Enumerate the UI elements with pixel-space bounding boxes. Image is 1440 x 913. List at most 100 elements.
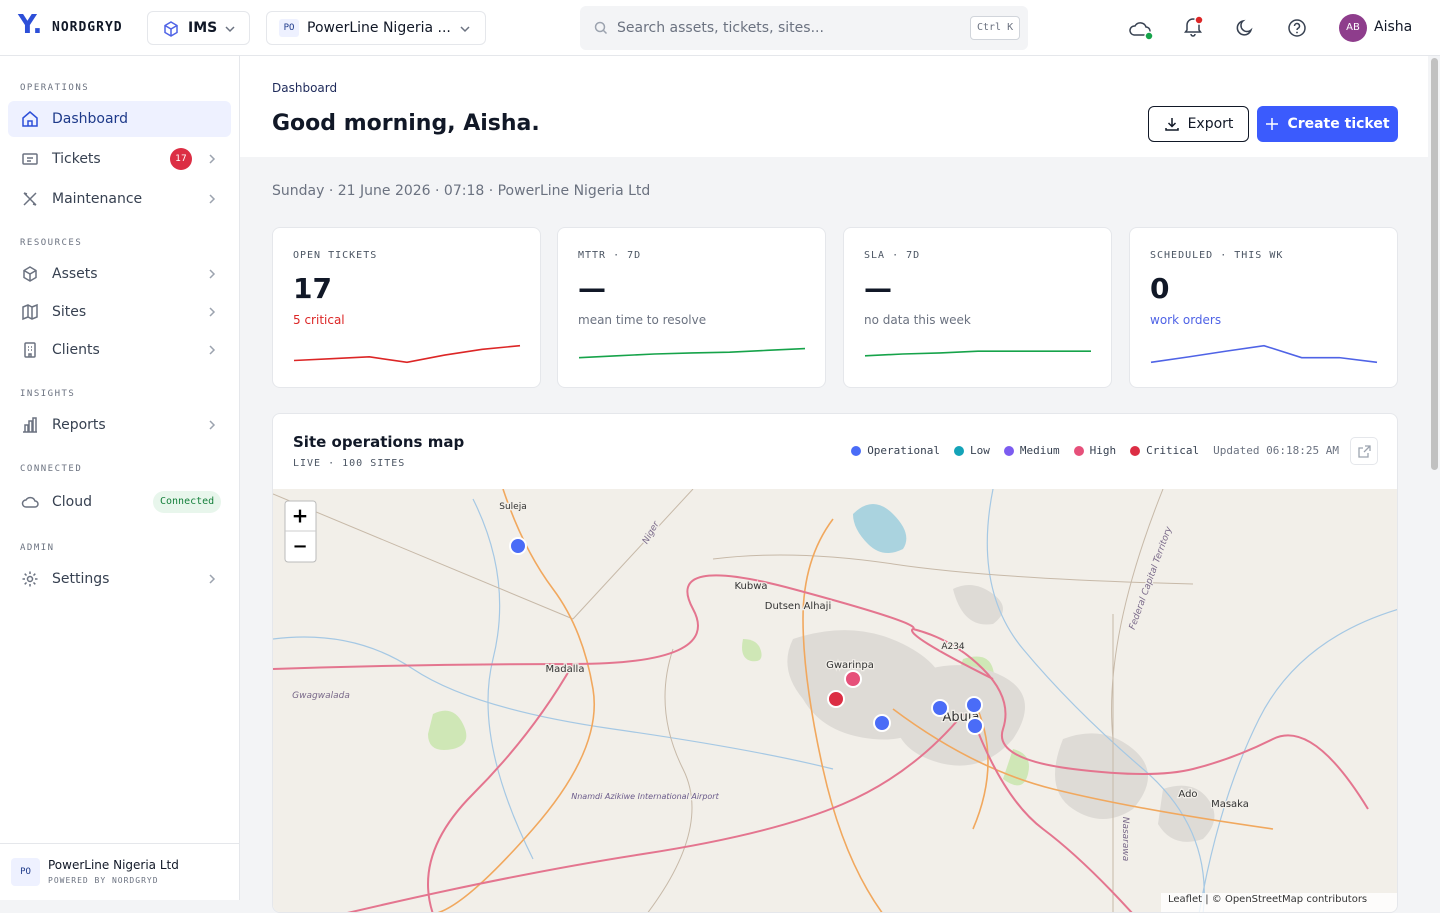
scrollbar[interactable] <box>1428 56 1440 900</box>
map-title: Site operations map <box>293 433 465 451</box>
date-line: Sunday · 21 June 2026 · 07:18 · PowerLin… <box>272 183 651 199</box>
nav-label: Tickets <box>52 151 101 167</box>
map-card: Site operations map LIVE · 100 SITES Ope… <box>272 413 1398 913</box>
kpi-note: mean time to resolve <box>578 313 707 327</box>
kpi-card: SCHEDULED · THIS WK 0 work orders <box>1129 227 1398 388</box>
roads-primary <box>273 574 1369 912</box>
nav-item[interactable]: Reports <box>8 407 231 443</box>
legend-item: High <box>1073 444 1116 457</box>
create-ticket-button[interactable]: Create ticket <box>1257 106 1398 142</box>
site-marker[interactable] <box>844 670 862 688</box>
site-marker[interactable] <box>931 699 949 717</box>
nav-item[interactable]: Dashboard <box>8 101 231 137</box>
nav-item[interactable]: Cloud Connected <box>8 484 231 520</box>
org-badge: PO <box>279 19 299 37</box>
org-name: PowerLine Nigeria ... <box>307 20 451 36</box>
kpi-value: — <box>864 272 892 305</box>
search-icon <box>594 21 608 35</box>
open-map-button[interactable] <box>1350 437 1378 465</box>
kpi-label: SCHEDULED · THIS WK <box>1150 250 1284 261</box>
section-title: OPERATIONS <box>20 83 90 93</box>
place-label: Dutsen Alhaji <box>765 601 831 612</box>
legend: Operational Low Medium High Critical Updated … <box>851 444 1339 457</box>
help-icon[interactable] <box>1287 18 1307 38</box>
legend-item: Medium <box>1003 444 1060 457</box>
place-label: Kubwa <box>734 581 767 592</box>
notifications-icon[interactable] <box>1182 15 1204 37</box>
cloud-icon[interactable] <box>1128 16 1154 42</box>
kpi-value: 0 <box>1150 272 1170 305</box>
place-label: Gwarinpa <box>826 660 874 671</box>
module-label: IMS <box>188 20 218 36</box>
sidebar-footer: PO PowerLine Nigeria Ltd POWERED BY NORD… <box>0 843 239 900</box>
logo[interactable]: Y. <box>18 10 43 40</box>
site-marker[interactable] <box>873 714 891 732</box>
powered-by: POWERED BY NORDGRYD <box>48 876 159 885</box>
section-title: RESOURCES <box>20 238 83 248</box>
site-marker[interactable] <box>965 696 983 714</box>
nav-item[interactable]: Clients <box>8 332 231 368</box>
section-title: CONNECTED <box>20 464 83 474</box>
badge: 17 <box>170 148 192 170</box>
legend-label: Critical <box>1146 444 1200 457</box>
sparkline <box>293 344 521 364</box>
kpi-label: SLA · 7D <box>864 250 921 261</box>
export-button[interactable]: Export <box>1148 106 1249 142</box>
chevron <box>225 26 235 33</box>
button-label: Export <box>1187 116 1234 132</box>
nav-item[interactable]: Assets <box>8 256 231 292</box>
zoom-out[interactable]: − <box>292 536 307 557</box>
sparkline-line <box>578 347 806 359</box>
avatar[interactable]: AB <box>1339 14 1367 42</box>
legend-item: Operational <box>851 444 940 457</box>
sparkline <box>864 350 1091 357</box>
kpi-note: work orders <box>1150 313 1222 327</box>
search[interactable]: Search assets, tickets, sites... Ctrl K <box>580 6 1028 50</box>
nav-label: Reports <box>52 417 106 433</box>
page-header: Dashboard Good morning, Aisha. Export Cr… <box>240 56 1428 157</box>
legend-item: Critical <box>1130 444 1199 457</box>
legend-label: Operational <box>867 444 941 457</box>
sparkline-line <box>1150 344 1378 364</box>
org-name: PowerLine Nigeria Ltd <box>48 858 179 872</box>
legend-dot <box>1073 445 1084 456</box>
kpi-value: 17 <box>293 272 332 305</box>
cube-icon <box>164 21 178 37</box>
nav-label: Dashboard <box>52 111 128 127</box>
place-label: Ado <box>1178 789 1197 800</box>
breadcrumb[interactable]: Dashboard <box>272 81 338 95</box>
kpi-label: OPEN TICKETS <box>293 250 378 261</box>
zoom-in[interactable]: + <box>292 504 309 528</box>
site-marker[interactable] <box>509 537 527 555</box>
theme-icon[interactable] <box>1235 18 1255 38</box>
sparkline-line <box>864 350 1091 357</box>
place-label: Masaka <box>1211 799 1249 810</box>
nav-item[interactable]: Settings <box>8 561 231 597</box>
section-title: ADMIN <box>20 543 55 553</box>
site-marker[interactable] <box>827 690 845 708</box>
kpi-label: MTTR · 7D <box>578 250 642 261</box>
legend-dot <box>851 445 862 456</box>
nav-item[interactable]: Sites <box>8 294 231 330</box>
site-marker[interactable] <box>966 717 984 735</box>
org-select[interactable]: PO PowerLine Nigeria ... <box>266 11 486 45</box>
sidebar: OPERATIONS Dashboard Tickets 17 Maintena… <box>0 56 240 900</box>
module-select[interactable]: IMS <box>147 11 250 45</box>
map[interactable]: Suleja Kubwa Dutsen Alhaji Madalla Gwarinpa A… <box>273 489 1398 913</box>
status-badge: Connected <box>153 491 222 513</box>
brand: NORDGRYD <box>52 20 123 35</box>
section-title: INSIGHTS <box>20 389 76 399</box>
kpi-card: SLA · 7D — no data this week <box>843 227 1112 388</box>
chevron <box>460 26 470 33</box>
legend-label: Low <box>970 444 990 457</box>
nav-item[interactable]: Tickets 17 <box>8 141 231 177</box>
nav-item[interactable]: Maintenance <box>8 181 231 217</box>
shortcut: Ctrl K <box>970 16 1021 40</box>
place-label: A234 <box>941 642 965 652</box>
user-name[interactable]: Aisha <box>1374 19 1413 35</box>
place-label: Suleja <box>499 502 526 512</box>
scrollbar-thumb[interactable] <box>1431 58 1438 470</box>
site-markers <box>509 537 984 735</box>
place-label: Madalla <box>546 664 585 675</box>
